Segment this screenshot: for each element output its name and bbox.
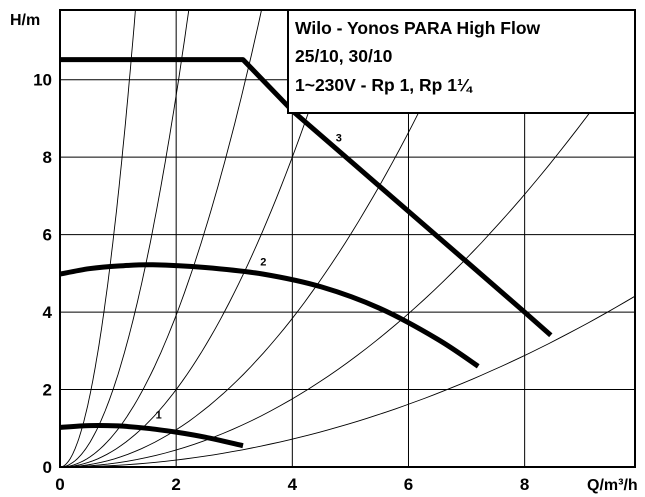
curve-labels: 1 2 3 [156,133,342,422]
curve-label-1: 1 [156,410,162,422]
system-curve-5 [59,9,468,468]
title-line-1: Wilo - Yonos PARA High Flow [295,18,541,38]
x-axis-label: Q/m³/h [587,477,638,494]
x-tick-label-6: 6 [404,475,413,494]
curve-label-2: 2 [260,257,266,269]
system-curve-3 [59,9,262,468]
y-tick-label-2: 2 [43,381,52,400]
y-tick-label-0: 0 [43,458,52,477]
x-tick-label-0: 0 [55,475,64,494]
system-curve-7 [60,295,636,468]
x-tick-label-2: 2 [171,475,180,494]
title-box-frame [287,9,636,114]
y-tick-label-6: 6 [43,226,52,245]
pump-curve-2 [59,262,480,369]
title-line-2: 25/10, 30/10 [295,46,393,66]
x-tick-label-8: 8 [520,475,529,494]
pump-curve-3 [60,57,553,338]
y-tick-label-10: 10 [33,71,52,90]
y-axis-label: H/m [10,12,40,29]
pump-curves [59,57,553,449]
y-tick-labels: 0 2 4 6 8 10 [33,71,52,477]
x-tick-labels: 0 2 4 6 8 [55,475,529,494]
system-curve-4 [59,9,343,468]
system-curve-1 [59,9,136,468]
pump-curve-1 [59,422,244,449]
curve-label-3: 3 [336,133,342,145]
y-tick-label-8: 8 [43,148,52,167]
system-curve-2 [59,9,190,468]
title-box: Wilo - Yonos PARA High Flow 25/10, 30/10… [287,9,636,114]
y-tick-label-4: 4 [43,303,53,322]
system-curve-6 [59,49,636,468]
x-tick-label-4: 4 [288,475,298,494]
title-line-3: 1~230V - Rp 1, Rp 1¼ [295,75,473,95]
system-curves [59,9,636,468]
